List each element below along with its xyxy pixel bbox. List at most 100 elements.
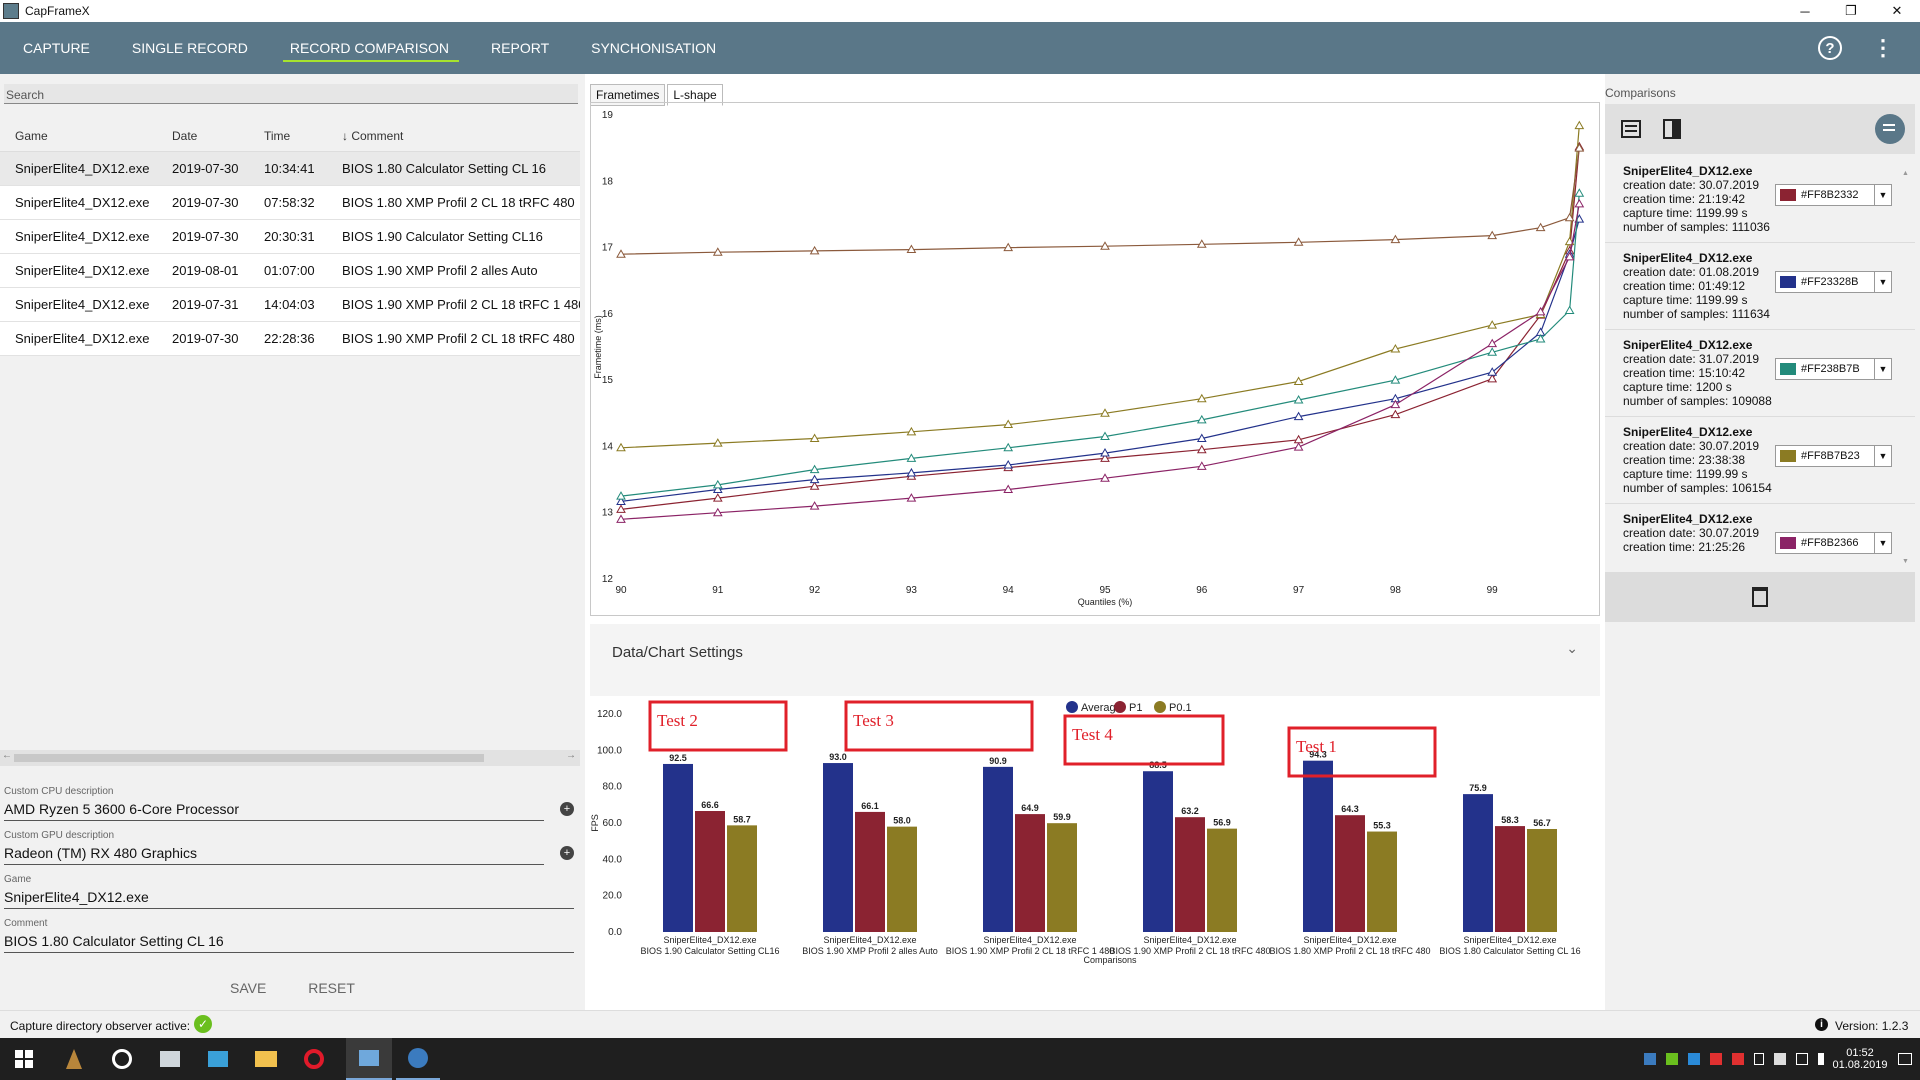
cell-game: SniperElite4_DX12.exe: [15, 229, 150, 244]
color-picker[interactable]: #FF23328B ▼: [1775, 271, 1892, 293]
tray-icon[interactable]: [1688, 1053, 1700, 1065]
tray-icon[interactable]: [1754, 1053, 1764, 1065]
minimize-button[interactable]: ─: [1800, 3, 1810, 19]
data-point: [616, 249, 626, 258]
settings-title[interactable]: Data/Chart Settings: [612, 644, 743, 661]
tab-capture[interactable]: CAPTURE: [23, 40, 90, 56]
scroll-left-icon[interactable]: ←: [2, 750, 12, 761]
y-tick-label: 120.0: [597, 709, 622, 720]
table-row[interactable]: SniperElite4_DX12.exe 2019-08-01 01:07:00 B…: [0, 254, 580, 288]
data-point: [1100, 448, 1110, 457]
table-row[interactable]: SniperElite4_DX12.exe 2019-07-30 07:58:32 B…: [0, 186, 580, 220]
tray-icon[interactable]: [1732, 1053, 1744, 1065]
add-gpu-icon[interactable]: +: [560, 846, 574, 860]
taskbar-app-icon[interactable]: [100, 1038, 144, 1080]
dropdown-arrow-icon[interactable]: ▼: [1874, 358, 1892, 380]
main-nav: CAPTURE SINGLE RECORD RECORD COMPARISON …: [0, 22, 1920, 74]
trash-icon: [1752, 587, 1768, 607]
notifications-icon[interactable]: [1890, 1038, 1920, 1080]
more-menu-icon[interactable]: ⋮: [1872, 35, 1894, 60]
cell-time: 22:28:36: [264, 331, 315, 346]
steam-icon[interactable]: [396, 1038, 440, 1080]
y-tick-label: 0.0: [608, 927, 622, 938]
cell-time: 20:30:31: [264, 229, 315, 244]
save-button[interactable]: SAVE: [230, 980, 267, 996]
color-picker[interactable]: #FF8B7B23 ▼: [1775, 445, 1892, 467]
column-game[interactable]: Game: [15, 128, 48, 143]
taskbar-app-icon[interactable]: [52, 1038, 96, 1080]
dropdown-arrow-icon[interactable]: ▼: [1874, 532, 1892, 554]
data-point: [1293, 411, 1304, 421]
horizontal-scrollbar[interactable]: ← →: [0, 750, 580, 766]
clear-list-icon[interactable]: [1875, 114, 1905, 144]
comparison-entry[interactable]: SniperElite4_DX12.exe creation date: 30.…: [1605, 504, 1915, 572]
reset-button[interactable]: RESET: [308, 980, 355, 996]
gpu-input[interactable]: Radeon (TM) RX 480 Graphics: [4, 841, 544, 865]
data-point: [1564, 212, 1575, 222]
dropdown-arrow-icon[interactable]: ▼: [1874, 184, 1892, 206]
dropdown-arrow-icon[interactable]: ▼: [1874, 271, 1892, 293]
list-scroll-up-icon[interactable]: ▲: [1902, 170, 1909, 177]
comparison-entry[interactable]: SniperElite4_DX12.exe creation date: 30.…: [1605, 417, 1915, 504]
tab-report[interactable]: REPORT: [491, 40, 550, 56]
add-cpu-icon[interactable]: +: [560, 802, 574, 816]
table-row[interactable]: SniperElite4_DX12.exe 2019-07-30 20:30:31 B…: [0, 220, 580, 254]
swap-icon[interactable]: [1663, 119, 1681, 139]
scroll-right-icon[interactable]: →: [566, 750, 576, 761]
comparison-entry[interactable]: SniperElite4_DX12.exe creation date: 30.…: [1605, 156, 1915, 243]
category-game-label: SniperElite4_DX12.exe: [1303, 935, 1396, 945]
data-point: [1574, 120, 1585, 130]
cpu-input[interactable]: AMD Ryzen 5 3600 6-Core Processor: [4, 797, 544, 821]
taskbar-app-icon[interactable]: [196, 1038, 240, 1080]
tray-icon[interactable]: [1796, 1053, 1808, 1065]
tab-synchronisation[interactable]: SYNCHONISATION: [591, 40, 717, 56]
delete-comparisons-button[interactable]: [1605, 572, 1915, 622]
category-comment-label: BIOS 1.90 XMP Profil 2 CL 18 tRFC 1 480: [946, 946, 1115, 956]
file-explorer-icon[interactable]: [244, 1038, 288, 1080]
tab-frametimes[interactable]: Frametimes: [590, 84, 666, 106]
table-row[interactable]: SniperElite4_DX12.exe 2019-07-30 22:28:36 B…: [0, 322, 580, 356]
list-scroll-down-icon[interactable]: ▼: [1902, 558, 1909, 565]
taskbar-app-icon[interactable]: [148, 1038, 192, 1080]
bar-value-label: 58.0: [893, 816, 911, 826]
tab-single-record[interactable]: SINGLE RECORD: [131, 40, 248, 56]
list-icon[interactable]: [1621, 120, 1641, 138]
column-time[interactable]: Time: [264, 128, 291, 143]
table-row[interactable]: SniperElite4_DX12.exe 2019-07-31 14:04:03 B…: [0, 288, 580, 322]
chevron-down-icon[interactable]: ⌄: [1566, 640, 1578, 656]
comment-input[interactable]: BIOS 1.80 Calculator Setting CL 16: [4, 929, 574, 953]
color-picker[interactable]: #FF238B7B ▼: [1775, 358, 1892, 380]
help-icon[interactable]: ?: [1818, 36, 1842, 60]
comparisons-header: Comparisons: [1605, 86, 1676, 100]
capframex-taskbar-icon[interactable]: [346, 1038, 392, 1080]
tray-icon[interactable]: [1774, 1053, 1786, 1065]
restore-button[interactable]: ❐: [1845, 3, 1857, 18]
data-point: [1003, 442, 1014, 452]
table-row[interactable]: SniperElite4_DX12.exe 2019-07-30 10:34:41 B…: [0, 152, 580, 186]
data-point: [1100, 453, 1110, 462]
windows-start-icon[interactable]: [0, 1038, 48, 1080]
tray-icon[interactable]: [1666, 1053, 1678, 1065]
tab-record-comparison[interactable]: RECORD COMPARISON: [282, 22, 460, 74]
data-point: [1535, 222, 1546, 232]
app-icon: [3, 3, 19, 19]
volume-icon[interactable]: [1818, 1053, 1830, 1065]
bar: [1527, 828, 1557, 932]
scrollbar-thumb[interactable]: [14, 754, 484, 762]
color-picker[interactable]: #FF8B2332 ▼: [1775, 184, 1892, 206]
clock[interactable]: 01:52 01.08.2019: [1830, 1038, 1890, 1080]
tray-icon[interactable]: [1710, 1053, 1722, 1065]
game-input[interactable]: SniperElite4_DX12.exe: [4, 885, 574, 909]
cell-game: SniperElite4_DX12.exe: [15, 263, 150, 278]
comparison-entry[interactable]: SniperElite4_DX12.exe creation date: 01.…: [1605, 243, 1915, 330]
dropdown-arrow-icon[interactable]: ▼: [1874, 445, 1892, 467]
opera-icon[interactable]: [292, 1038, 336, 1080]
column-date[interactable]: Date: [172, 128, 198, 143]
comparison-entry[interactable]: SniperElite4_DX12.exe creation date: 31.…: [1605, 330, 1915, 417]
color-picker[interactable]: #FF8B2366 ▼: [1775, 532, 1892, 554]
search-input[interactable]: Search: [4, 84, 578, 104]
tray-icon[interactable]: [1644, 1053, 1656, 1065]
close-button[interactable]: ✕: [1891, 3, 1903, 18]
column-comment[interactable]: ↓ Comment: [326, 129, 580, 143]
tab-l-shape[interactable]: L-shape: [667, 84, 723, 106]
